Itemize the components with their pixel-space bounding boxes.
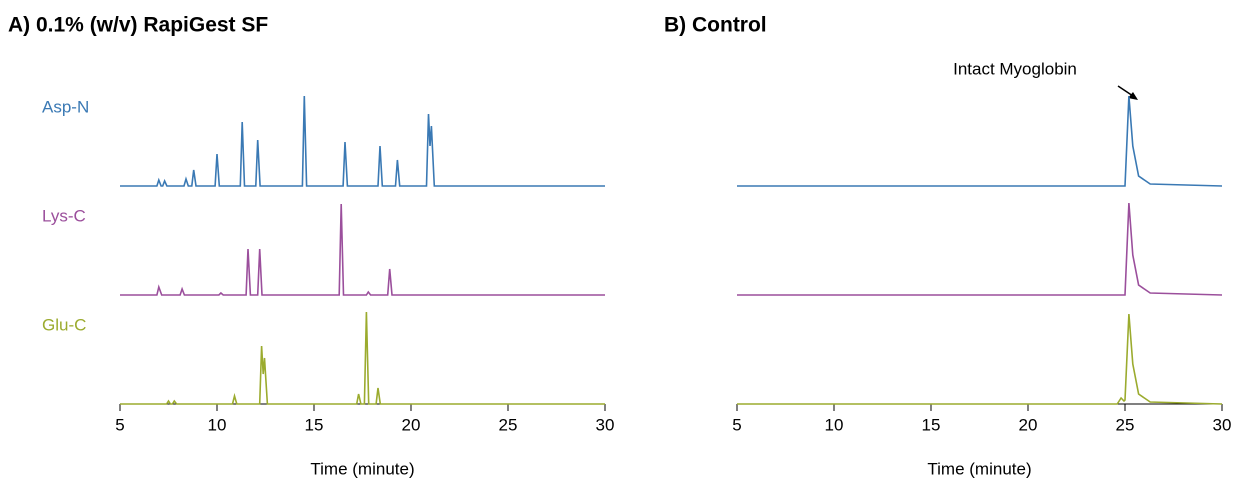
chart-title: A) 0.1% (w/v) RapiGest SF — [8, 14, 268, 37]
annotation-arrow-head — [1128, 92, 1138, 100]
annotation: Intact Myoglobin — [953, 59, 1077, 78]
trace — [120, 311, 605, 405]
x-axis-label: Time (minute) — [310, 459, 414, 478]
trace — [737, 202, 1223, 296]
x-axis-label: Time (minute) — [927, 459, 1031, 478]
x-tick-label: 20 — [1019, 415, 1038, 434]
x-tick-label: 15 — [305, 415, 324, 434]
x-tick-label: 25 — [1116, 415, 1135, 434]
trace — [737, 313, 1223, 405]
x-tick-label: 5 — [115, 415, 124, 434]
trace — [737, 95, 1223, 187]
trace — [120, 95, 605, 187]
x-tick-label: 25 — [499, 415, 518, 434]
x-tick-label: 15 — [922, 415, 941, 434]
x-tick-label: 5 — [732, 415, 741, 434]
x-tick-label: 10 — [208, 415, 227, 434]
chart-title: B) Control — [664, 14, 767, 37]
series-label: Lys-C — [42, 206, 86, 225]
trace — [120, 203, 605, 296]
x-tick-label: 30 — [596, 415, 615, 434]
x-tick-label: 10 — [825, 415, 844, 434]
series-label: Asp-N — [42, 97, 89, 116]
x-tick-label: 30 — [1213, 415, 1232, 434]
series-label: Glu-C — [42, 315, 86, 334]
x-tick-label: 20 — [402, 415, 421, 434]
